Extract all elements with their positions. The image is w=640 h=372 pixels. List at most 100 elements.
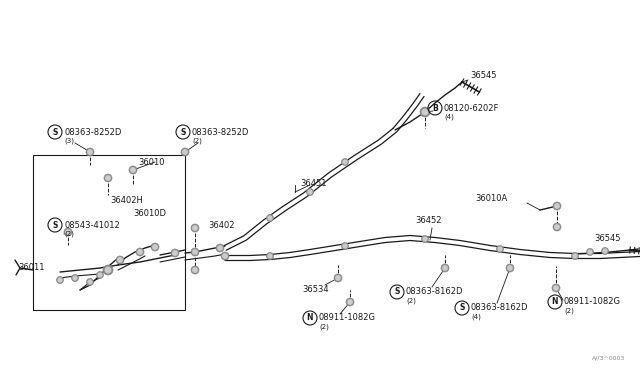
Circle shape (268, 254, 272, 258)
Text: 08363-8252D: 08363-8252D (192, 128, 250, 137)
Circle shape (422, 235, 429, 243)
Text: S: S (394, 288, 400, 296)
Circle shape (343, 244, 347, 248)
Text: 36402H: 36402H (110, 196, 143, 205)
Circle shape (193, 268, 197, 272)
Text: (2): (2) (319, 324, 329, 330)
Circle shape (191, 224, 199, 232)
Circle shape (342, 158, 349, 166)
Text: 36011: 36011 (18, 263, 45, 273)
Circle shape (216, 244, 224, 252)
Circle shape (336, 276, 340, 280)
Circle shape (153, 245, 157, 249)
Text: 36452: 36452 (415, 215, 442, 224)
Text: S: S (52, 128, 58, 137)
Text: (4): (4) (471, 314, 481, 320)
Circle shape (218, 246, 222, 250)
Text: 36451: 36451 (300, 179, 326, 187)
Text: 08363-8162D: 08363-8162D (406, 288, 463, 296)
Text: 36534: 36534 (302, 285, 328, 295)
Text: 08363-8252D: 08363-8252D (64, 128, 122, 137)
Circle shape (602, 247, 609, 254)
Circle shape (498, 247, 502, 251)
Circle shape (508, 266, 512, 270)
Circle shape (420, 107, 430, 117)
Circle shape (151, 243, 159, 251)
Circle shape (183, 150, 188, 154)
Text: (4): (4) (444, 114, 454, 120)
Text: 08543-41012: 08543-41012 (64, 221, 120, 230)
Circle shape (193, 226, 197, 230)
Circle shape (173, 251, 177, 255)
Circle shape (603, 249, 607, 253)
Circle shape (116, 256, 124, 264)
Circle shape (343, 160, 347, 164)
Circle shape (136, 248, 144, 256)
Bar (33, 155, 185, 310)
Circle shape (554, 286, 558, 290)
Text: B: B (432, 103, 438, 112)
Circle shape (129, 166, 137, 174)
Text: S: S (52, 221, 58, 230)
Circle shape (307, 189, 314, 196)
Text: 08363-8162D: 08363-8162D (471, 304, 529, 312)
Text: 08120-6202F: 08120-6202F (444, 103, 499, 112)
Circle shape (58, 278, 62, 282)
Circle shape (98, 273, 102, 277)
Circle shape (266, 253, 273, 260)
Text: 08911-1082G: 08911-1082G (564, 298, 621, 307)
Circle shape (553, 223, 561, 231)
Circle shape (171, 249, 179, 257)
Circle shape (586, 248, 593, 256)
Circle shape (103, 265, 113, 275)
Text: (2): (2) (64, 231, 74, 237)
Circle shape (73, 276, 77, 280)
Circle shape (342, 243, 349, 250)
Circle shape (66, 230, 70, 234)
Text: 36402: 36402 (208, 221, 234, 230)
Circle shape (573, 254, 577, 258)
Circle shape (553, 202, 561, 210)
Text: (2): (2) (406, 298, 416, 304)
Circle shape (555, 225, 559, 229)
Text: N: N (307, 314, 313, 323)
Circle shape (138, 250, 142, 254)
Circle shape (346, 298, 354, 306)
Circle shape (221, 252, 229, 260)
Circle shape (572, 253, 579, 260)
Text: 36010A: 36010A (475, 193, 508, 202)
Text: A//3^0003: A//3^0003 (591, 355, 625, 360)
Circle shape (443, 266, 447, 270)
Text: (2): (2) (564, 308, 574, 314)
Text: 36010: 36010 (138, 157, 164, 167)
Circle shape (131, 168, 135, 172)
Circle shape (423, 237, 427, 241)
Circle shape (588, 250, 592, 254)
Circle shape (191, 266, 199, 274)
Text: (3): (3) (64, 138, 74, 144)
Circle shape (191, 248, 199, 256)
Text: N: N (552, 298, 558, 307)
Circle shape (506, 264, 514, 272)
Circle shape (422, 109, 428, 115)
Circle shape (86, 279, 93, 285)
Circle shape (88, 150, 92, 154)
Text: S: S (460, 304, 465, 312)
Circle shape (268, 216, 272, 220)
Circle shape (497, 246, 504, 253)
Circle shape (555, 204, 559, 208)
Circle shape (72, 275, 79, 282)
Circle shape (334, 274, 342, 282)
Circle shape (86, 148, 94, 156)
Text: S: S (180, 128, 186, 137)
Circle shape (88, 280, 92, 284)
Circle shape (56, 276, 63, 283)
Text: 36010D: 36010D (133, 208, 166, 218)
Circle shape (105, 267, 111, 273)
Circle shape (308, 190, 312, 194)
Circle shape (266, 215, 273, 221)
Circle shape (97, 272, 104, 279)
Circle shape (64, 228, 72, 236)
Text: 36545: 36545 (470, 71, 497, 80)
Circle shape (441, 264, 449, 272)
